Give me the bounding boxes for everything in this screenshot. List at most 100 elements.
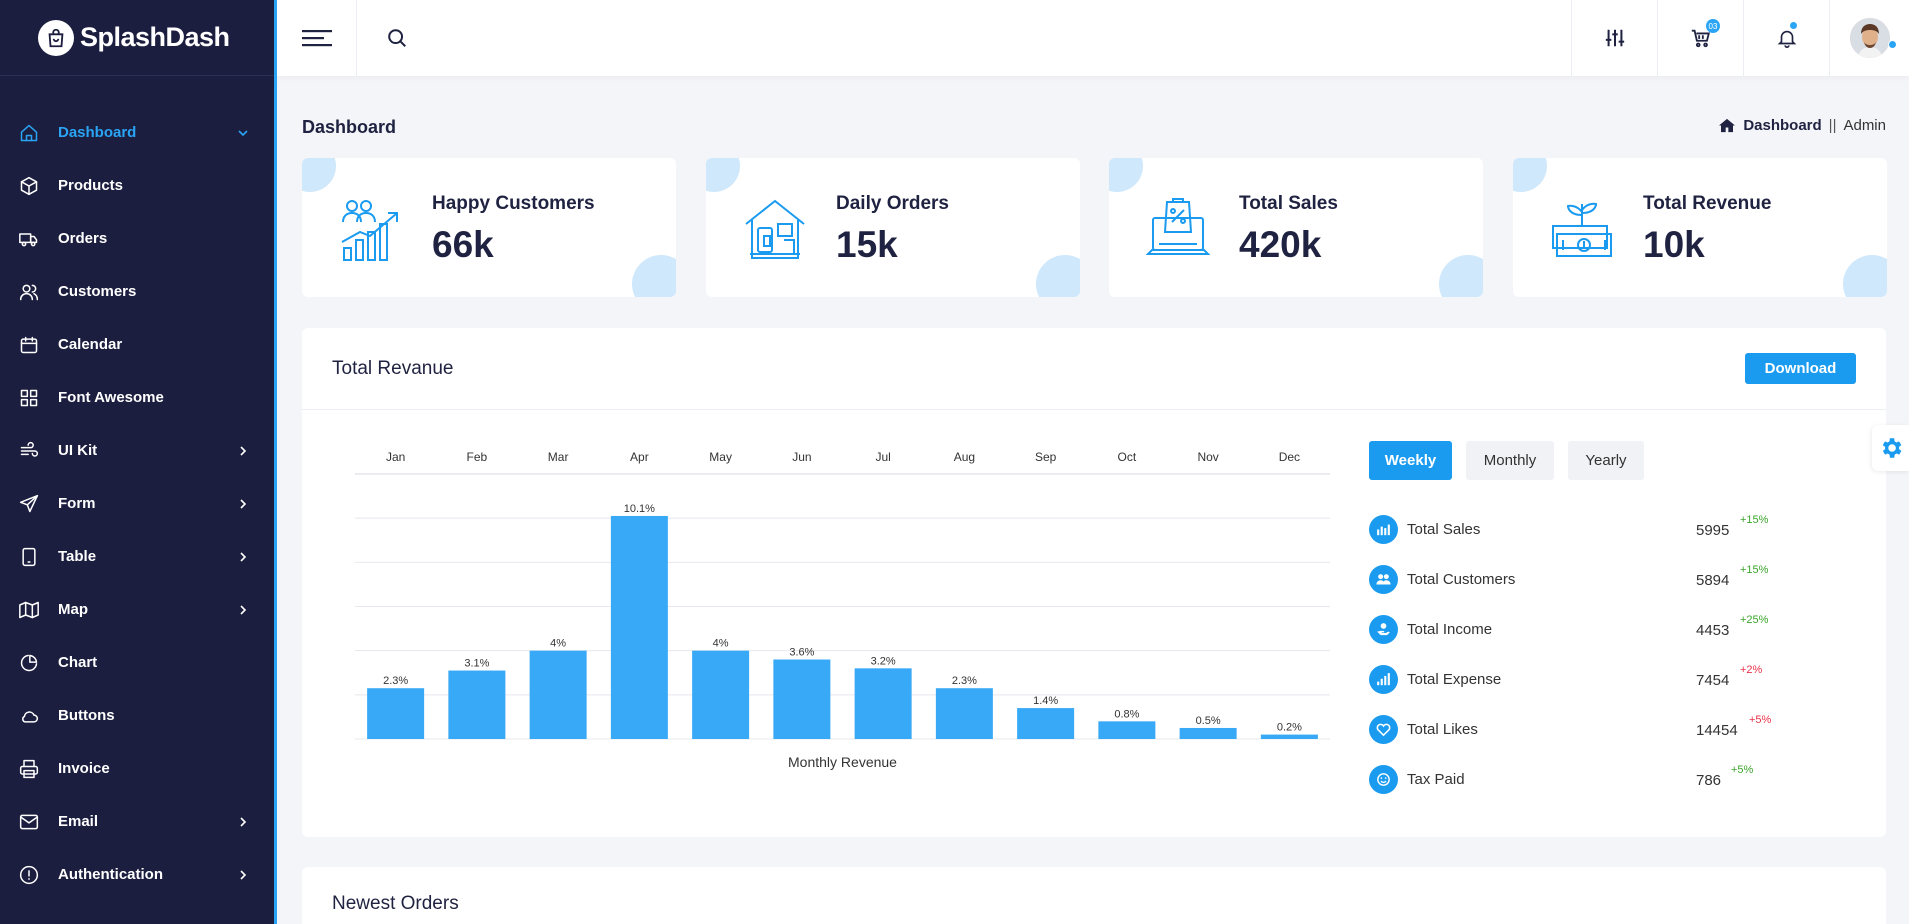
tab-yearly[interactable]: Yearly — [1568, 441, 1644, 480]
breadcrumb-separator: || — [1828, 117, 1837, 134]
bar-jan[interactable] — [367, 688, 425, 739]
sidebar-item-calendar[interactable]: Calendar — [0, 318, 274, 371]
stat-label: Total Expense — [1407, 670, 1502, 688]
sidebar-item-ui-kit[interactable]: UI Kit — [0, 424, 274, 477]
theme-settings-button[interactable] — [1872, 425, 1909, 471]
sidebar-item-label: Dashboard — [58, 124, 137, 141]
sidebar-item-form[interactable]: Form — [0, 477, 274, 530]
sidebar-item-products[interactable]: Products — [0, 159, 274, 212]
x-axis-label: Monthly Revenue — [788, 754, 897, 770]
sidebar-item-buttons[interactable]: Buttons — [0, 689, 274, 742]
settings-sliders-button[interactable] — [1571, 0, 1657, 76]
send-icon — [18, 493, 40, 515]
tab-monthly[interactable]: Monthly — [1466, 441, 1554, 480]
stat-row-tax-paid: Tax Paid 786 +5% — [1369, 754, 1809, 804]
stat-change: +2% — [1740, 664, 1763, 676]
bar-chart-svg: Jan 2.3% Feb 3.1% Mar 4% Apr 10.1% May 4% Jun 3.6% J… — [355, 450, 1330, 770]
sidebar-item-label: Customers — [58, 283, 137, 300]
sidebar-item-table[interactable]: Table — [0, 530, 274, 583]
menu-toggle-button[interactable] — [277, 0, 357, 76]
sidebar-item-orders[interactable]: Orders — [0, 212, 274, 265]
bar-value-label: 3.1% — [464, 658, 489, 670]
laptop-bag-icon — [1145, 198, 1211, 255]
x-tick-label: Sep — [1035, 450, 1057, 464]
stat-change: +15% — [1740, 564, 1769, 576]
bar-value-label: 1.4% — [1033, 695, 1058, 707]
sidebar-item-chart[interactable]: Chart — [0, 636, 274, 689]
home-icon — [1719, 118, 1736, 133]
card-title: Total Revenue — [1643, 193, 1772, 214]
user-avatar-icon — [1849, 18, 1890, 58]
stat-label: Total Sales — [1407, 520, 1481, 538]
alert-circle-icon — [18, 864, 40, 886]
stat-row-total-income: Total Income 4453 +25% — [1369, 604, 1809, 654]
stat-card-total-revenue: Total Revenue 10k — [1513, 158, 1887, 297]
printer-icon — [18, 758, 40, 780]
sidebar-nav: Dashboard Products Orders Customers Calendar… — [0, 76, 274, 901]
box-icon — [18, 175, 40, 197]
sidebar-item-label: Calendar — [58, 336, 123, 353]
bar-nov[interactable] — [1179, 727, 1237, 739]
chevron-right-icon — [240, 816, 247, 827]
x-tick-label: Jul — [875, 450, 890, 464]
newest-orders-title: Newest Orders — [332, 893, 459, 914]
sidebar-item-map[interactable]: Map — [0, 583, 274, 636]
gear-icon — [1882, 438, 1901, 458]
stat-change: +5% — [1731, 764, 1754, 776]
cart-icon — [1691, 29, 1710, 48]
card-value: 10k — [1643, 224, 1705, 265]
avatar — [1849, 18, 1890, 58]
sidebar-item-label: Table — [58, 548, 97, 565]
chevron-right-icon — [240, 604, 247, 615]
sidebar-item-label: Invoice — [58, 760, 110, 777]
smile-icon — [1369, 764, 1398, 794]
sidebar: SplashDash Dashboard Products Orders Custom… — [0, 0, 277, 924]
x-tick-label: Aug — [954, 450, 975, 464]
grid-icon — [18, 387, 40, 409]
x-tick-label: Nov — [1197, 450, 1218, 464]
notification-dot — [1790, 22, 1797, 29]
x-tick-label: Feb — [467, 450, 488, 464]
wind-icon — [18, 440, 40, 462]
bar-feb[interactable] — [448, 670, 506, 739]
breadcrumb-home-link[interactable]: Dashboard — [1743, 117, 1822, 134]
store-icon — [745, 199, 805, 259]
bar-apr[interactable] — [610, 515, 668, 739]
cart-count-badge: 03 — [1706, 19, 1720, 33]
breadcrumb-current: Admin — [1843, 117, 1886, 134]
x-tick-label: Dec — [1279, 450, 1300, 464]
stat-label: Total Customers — [1407, 570, 1516, 588]
brand[interactable]: SplashDash — [0, 0, 274, 76]
cart-button[interactable]: 03 — [1657, 0, 1743, 76]
tab-weekly[interactable]: Weekly — [1369, 441, 1452, 480]
stat-value: 14454 — [1696, 722, 1738, 739]
sidebar-item-dashboard[interactable]: Dashboard — [0, 106, 274, 159]
sidebar-item-authentication[interactable]: Authentication — [0, 848, 274, 901]
bar-aug[interactable] — [935, 688, 993, 739]
user-menu-button[interactable] — [1829, 0, 1909, 76]
bar-sep[interactable] — [1017, 708, 1075, 739]
card-title: Daily Orders — [836, 193, 949, 214]
sidebar-item-invoice[interactable]: Invoice — [0, 742, 274, 795]
search-button[interactable] — [357, 0, 437, 76]
x-tick-label: May — [709, 450, 732, 464]
topbar: 03 — [277, 0, 1909, 76]
bar-jul[interactable] — [854, 668, 912, 739]
sidebar-item-email[interactable]: Email — [0, 795, 274, 848]
signal-icon — [1369, 664, 1398, 694]
chevron-right-icon — [240, 551, 247, 562]
bar-value-label: 0.2% — [1277, 722, 1302, 734]
bar-oct[interactable] — [1098, 721, 1156, 739]
sidebar-item-customers[interactable]: Customers — [0, 265, 274, 318]
bar-value-label: 10.1% — [624, 503, 655, 515]
sidebar-item-label: Orders — [58, 230, 108, 247]
notifications-button[interactable] — [1743, 0, 1829, 76]
stat-card-daily-orders: Daily Orders 15k — [706, 158, 1080, 297]
sidebar-item-font-awesome[interactable]: Font Awesome — [0, 371, 274, 424]
bar-may[interactable] — [692, 650, 750, 739]
bar-mar[interactable] — [529, 650, 587, 739]
bar-jun[interactable] — [773, 659, 831, 740]
download-button[interactable]: Download — [1745, 353, 1856, 384]
bar-dec[interactable] — [1260, 734, 1318, 739]
stat-row-total-customers: Total Customers 5894 +15% — [1369, 554, 1809, 604]
